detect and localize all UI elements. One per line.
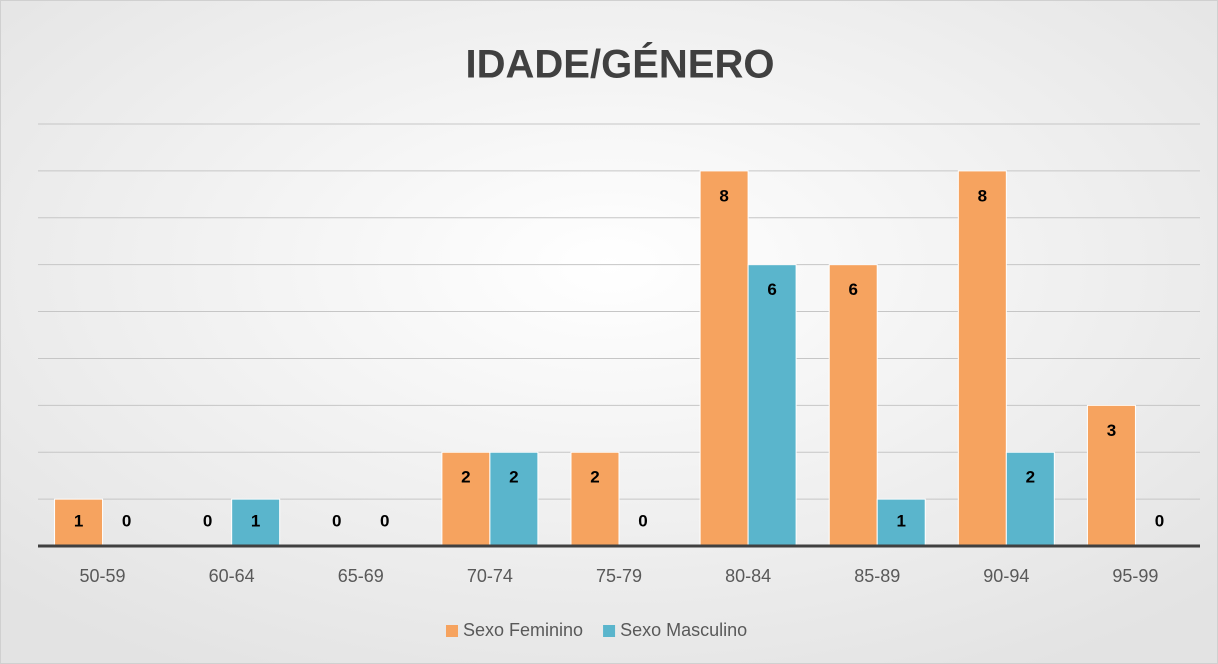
data-label: 3 bbox=[1107, 421, 1116, 440]
x-tick-label: 95-99 bbox=[1112, 566, 1158, 586]
data-label: 2 bbox=[1026, 468, 1035, 487]
bar bbox=[441, 451, 491, 547]
bar bbox=[957, 170, 1007, 547]
bar bbox=[54, 498, 104, 547]
data-label: 2 bbox=[509, 468, 518, 487]
bar bbox=[231, 498, 281, 547]
data-label: 6 bbox=[767, 280, 776, 299]
legend-label: Sexo Feminino bbox=[463, 620, 583, 640]
x-tick-label: 70-74 bbox=[467, 566, 513, 586]
legend-label: Sexo Masculino bbox=[620, 620, 747, 640]
data-label: 2 bbox=[590, 468, 599, 487]
bar bbox=[570, 451, 620, 547]
bar bbox=[828, 264, 878, 547]
x-tick-label: 80-84 bbox=[725, 566, 771, 586]
data-label: 0 bbox=[122, 511, 131, 530]
bar bbox=[1086, 404, 1136, 547]
x-tick-label: 85-89 bbox=[854, 566, 900, 586]
data-label: 2 bbox=[461, 468, 470, 487]
data-label: 0 bbox=[638, 511, 647, 530]
chart-title: IDADE/GÉNERO bbox=[466, 42, 775, 87]
legend-swatch bbox=[603, 625, 616, 637]
data-label: 0 bbox=[380, 511, 389, 530]
x-tick-label: 65-69 bbox=[338, 566, 384, 586]
x-tick-label: 90-94 bbox=[983, 566, 1029, 586]
bar bbox=[489, 451, 539, 547]
data-label: 0 bbox=[332, 511, 341, 530]
bar bbox=[1005, 451, 1055, 547]
data-label: 1 bbox=[896, 511, 905, 530]
data-label: 1 bbox=[74, 511, 83, 530]
data-label: 1 bbox=[251, 511, 260, 530]
data-label: 8 bbox=[978, 186, 987, 205]
x-tick-label: 75-79 bbox=[596, 566, 642, 586]
x-tick-label: 50-59 bbox=[80, 566, 126, 586]
x-tick-label: 60-64 bbox=[209, 566, 255, 586]
data-label: 0 bbox=[203, 511, 212, 530]
bar bbox=[747, 264, 797, 547]
legend-swatch bbox=[446, 625, 458, 637]
data-label: 0 bbox=[1155, 511, 1164, 530]
bar bbox=[699, 170, 749, 547]
data-label: 6 bbox=[848, 280, 857, 299]
data-label: 8 bbox=[719, 186, 728, 205]
